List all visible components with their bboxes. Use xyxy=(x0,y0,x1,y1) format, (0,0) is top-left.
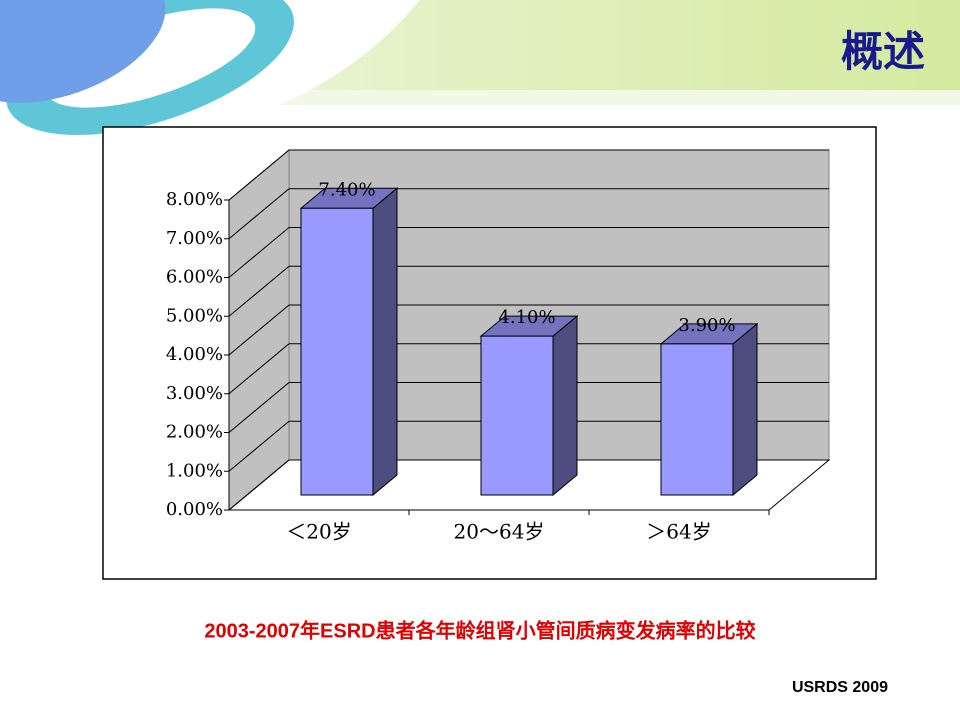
value-label: 3.90% xyxy=(678,315,735,336)
y-tick-label: 1.00% xyxy=(166,460,223,481)
y-tick-label: 0.00% xyxy=(166,499,223,520)
grid-line xyxy=(228,382,290,433)
bar-side xyxy=(372,187,398,497)
y-tick-label: 2.00% xyxy=(166,422,223,443)
y-tick-label: 8.00% xyxy=(166,189,223,210)
grid-line xyxy=(228,188,290,240)
value-label: 4.10% xyxy=(498,307,555,328)
x-tick-label: ＜20岁 xyxy=(286,520,351,544)
chart-caption: 2003-2007年ESRD患者各年龄组肾小管间质病变发病率的比较 xyxy=(204,618,755,642)
bar xyxy=(660,343,734,496)
y-tick-label: 4.00% xyxy=(166,344,223,365)
y-tick-label: 7.00% xyxy=(166,228,223,249)
grid-line xyxy=(228,265,290,317)
grid-line xyxy=(228,227,290,278)
bar xyxy=(480,335,554,496)
grid-line xyxy=(228,304,290,356)
x-tick-label: 20～64岁 xyxy=(454,520,545,544)
decor-blue xyxy=(0,0,166,103)
y-tick-label: 6.00% xyxy=(166,267,223,288)
y-tick-label: 5.00% xyxy=(166,305,223,326)
bar-side xyxy=(732,322,758,497)
value-label: 7.40% xyxy=(318,179,375,200)
y-tick-label: 3.00% xyxy=(166,383,223,404)
slide-title: 概述 xyxy=(841,27,925,76)
grid-line xyxy=(228,420,290,472)
grid-line xyxy=(228,149,290,201)
bar xyxy=(300,207,374,496)
bar-side xyxy=(552,315,578,497)
x-tick-label: ＞64岁 xyxy=(646,520,711,544)
grid-line xyxy=(228,459,290,511)
source: USRDS 2009 xyxy=(792,679,888,696)
grid-line xyxy=(228,343,290,395)
